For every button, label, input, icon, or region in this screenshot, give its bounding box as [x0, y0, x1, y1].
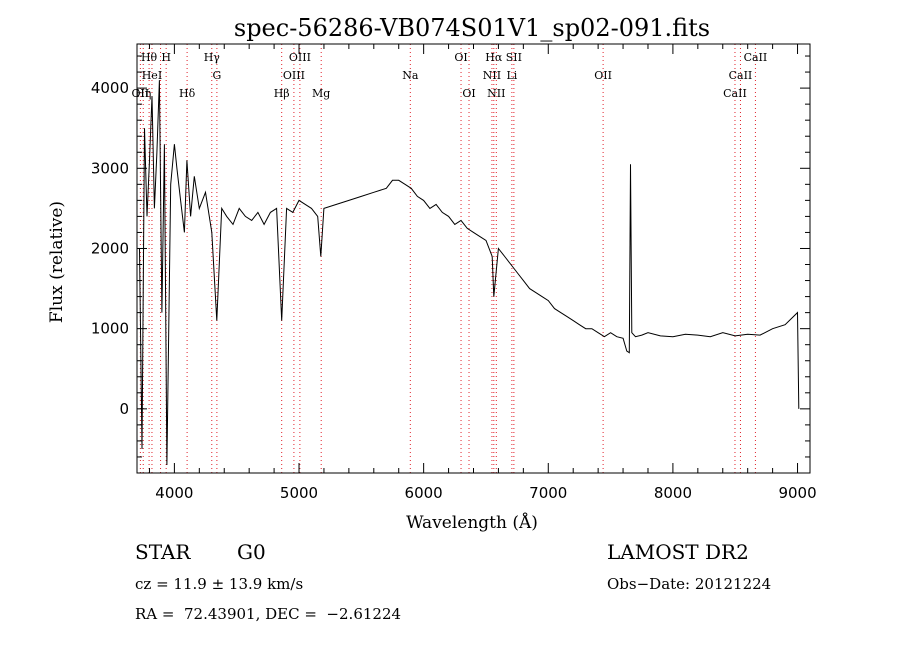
- line-label: Hα: [485, 51, 503, 64]
- x-tick-label: 7000: [529, 484, 567, 502]
- spectral-line-labels: OIIHηHθHeIHHδHγGHβOIIIOIIIMgNaOIOINIIHαN…: [132, 51, 768, 100]
- chart-title: spec-56286-VB074S01V1_sp02-091.fits: [234, 14, 710, 42]
- spectrum-series: [139, 80, 800, 466]
- x-tick-label: 5000: [280, 484, 318, 502]
- line-label: OIII: [289, 51, 311, 64]
- line-label: OII: [132, 87, 150, 100]
- line-label: CaII: [744, 51, 768, 64]
- line-label: OIII: [283, 69, 305, 82]
- survey-name: LAMOST DR2: [607, 540, 749, 564]
- line-label: Hβ: [274, 87, 290, 100]
- line-label: Na: [402, 69, 419, 82]
- line-label: Hθ: [141, 51, 158, 64]
- object-class: STAR: [135, 540, 191, 564]
- line-label: Hδ: [179, 87, 196, 100]
- spectrum-line: [139, 80, 800, 466]
- coordinates: RA = 72.43901, DEC = −2.61224: [135, 605, 402, 623]
- line-label: OI: [462, 87, 475, 100]
- line-label: HeI: [142, 69, 162, 82]
- x-tick-label: 9000: [778, 484, 816, 502]
- object-subclass: G0: [237, 540, 266, 564]
- y-tick-label: 2000: [91, 239, 129, 257]
- plot-frame: [136, 43, 811, 474]
- line-label: NII: [487, 87, 505, 100]
- line-label: Hη: [135, 87, 151, 100]
- spectral-line-markers: [139, 44, 756, 473]
- line-label: OII: [594, 69, 612, 82]
- observation-date: Obs−Date: 20121224: [607, 575, 772, 593]
- x-tick-label: 8000: [654, 484, 692, 502]
- line-label: CaII: [723, 87, 747, 100]
- line-label: SII: [506, 51, 522, 64]
- y-axis-label: Flux (relative): [47, 201, 67, 323]
- x-tick-label: 4000: [155, 484, 193, 502]
- x-axis-label: Wavelength (Å): [406, 512, 538, 533]
- line-label: Hγ: [204, 51, 221, 64]
- y-tick-label: 3000: [91, 159, 129, 177]
- line-label: Mg: [312, 87, 330, 100]
- redshift-info: cz = 11.9 ± 13.9 km/s: [135, 575, 304, 593]
- line-label: G: [212, 69, 221, 82]
- line-label: OI: [454, 51, 467, 64]
- x-tick-label: 6000: [405, 484, 443, 502]
- axes: 4000 5000 6000 7000 8000 9000 0 1000 2000 3000 400…: [91, 44, 817, 502]
- y-tick-label: 4000: [91, 79, 129, 97]
- line-label: Li: [506, 69, 517, 82]
- y-tick-label: 0: [119, 400, 129, 418]
- line-label: CaII: [729, 69, 753, 82]
- line-label: H: [161, 51, 171, 64]
- y-tick-label: 1000: [91, 320, 129, 338]
- line-label: NII: [483, 69, 501, 82]
